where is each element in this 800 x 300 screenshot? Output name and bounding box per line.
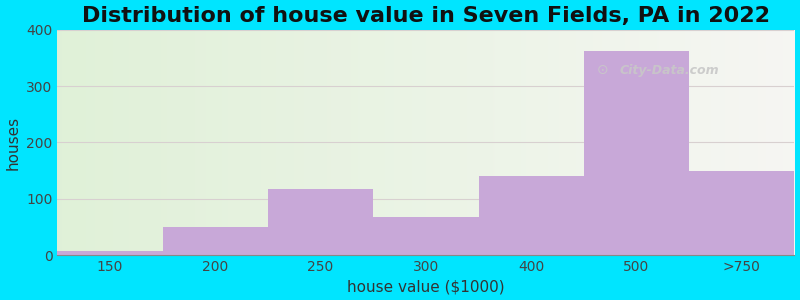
- Text: City-Data.com: City-Data.com: [619, 64, 719, 77]
- Text: ⊙: ⊙: [597, 63, 609, 77]
- X-axis label: house value ($1000): house value ($1000): [347, 279, 505, 294]
- Bar: [268, 189, 374, 255]
- Bar: [374, 217, 478, 255]
- Bar: [58, 250, 162, 255]
- Bar: [689, 171, 794, 255]
- Y-axis label: houses: houses: [6, 116, 21, 169]
- Bar: [478, 176, 584, 255]
- Title: Distribution of house value in Seven Fields, PA in 2022: Distribution of house value in Seven Fie…: [82, 6, 770, 26]
- Bar: [584, 51, 689, 255]
- Bar: [162, 227, 268, 255]
